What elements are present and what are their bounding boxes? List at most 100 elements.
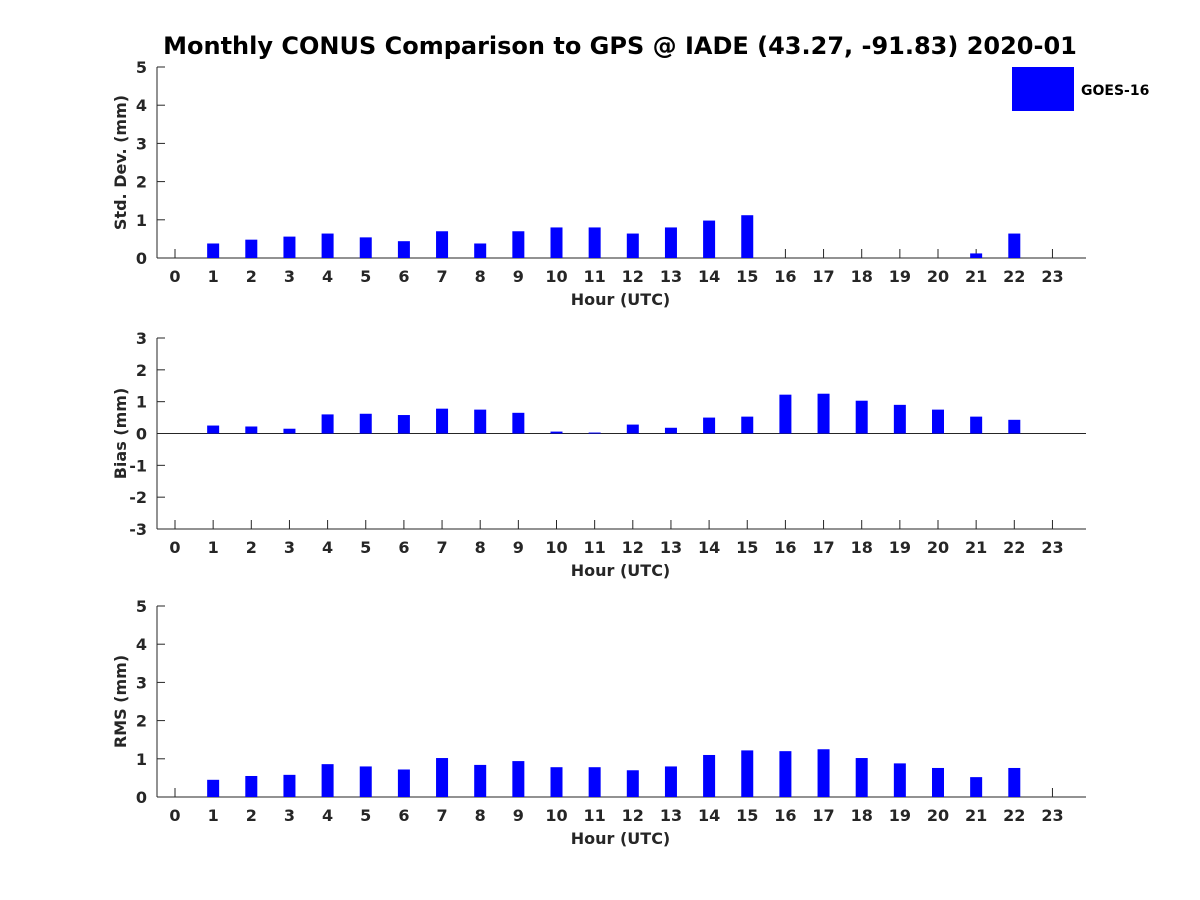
rms-y-tick-label: 2 [136, 712, 147, 731]
std-dev-x-tick-label: 3 [284, 267, 295, 286]
bias-x-tick-label: 11 [584, 538, 606, 557]
bias-x-tick-label: 9 [513, 538, 524, 557]
rms-bar-hour-9 [512, 761, 525, 797]
std-dev-x-tick-label: 8 [475, 267, 486, 286]
rms-bar-hour-15 [741, 750, 754, 797]
std-dev-y-tick-label: 4 [136, 96, 147, 115]
std-dev-x-tick-label: 19 [889, 267, 911, 286]
rms-bar-hour-14 [703, 754, 716, 797]
std-dev-y-axis-label: Std. Dev. (mm) [111, 95, 130, 230]
std-dev-bar-hour-5 [359, 237, 372, 258]
bias-x-tick-label: 4 [322, 538, 333, 557]
std-dev-bar-hour-12 [626, 233, 639, 258]
std-dev-x-tick-label: 13 [660, 267, 682, 286]
legend-swatch-goes-16 [1012, 67, 1074, 111]
std-dev-x-tick-label: 20 [927, 267, 949, 286]
std-dev-x-tick-label: 0 [169, 267, 180, 286]
bias-bar-hour-6 [397, 415, 410, 434]
std-dev-bar-hour-22 [1008, 233, 1021, 258]
std-dev-x-axis-label: Hour (UTC) [571, 290, 671, 309]
bias-x-tick-label: 20 [927, 538, 949, 557]
rms-x-tick-label: 1 [208, 806, 219, 825]
std-dev-x-tick-label: 6 [398, 267, 409, 286]
bias-x-tick-label: 2 [246, 538, 257, 557]
bias-x-tick-label: 10 [545, 538, 567, 557]
std-dev-bar-hour-10 [550, 227, 563, 258]
std-dev-y-tick-label: 0 [136, 249, 147, 268]
bias-bar-hour-1 [207, 425, 220, 434]
bias-bar-hour-7 [436, 408, 449, 434]
rms-bar-hour-4 [321, 764, 334, 797]
std-dev-x-tick-label: 9 [513, 267, 524, 286]
rms-x-tick-label: 12 [622, 806, 644, 825]
bias-bar-hour-16 [779, 394, 792, 434]
std-dev-bar-hour-15 [741, 215, 754, 258]
rms-x-tick-label: 4 [322, 806, 333, 825]
std-dev-bar-hour-1 [207, 243, 220, 258]
bias-y-tick-label: -1 [129, 456, 147, 475]
std-dev-x-tick-label: 23 [1041, 267, 1063, 286]
std-dev-y-tick-label: 3 [136, 134, 147, 153]
bias-bar-hour-14 [703, 417, 716, 434]
bias-x-axis-label: Hour (UTC) [571, 561, 671, 580]
rms-x-tick-label: 19 [889, 806, 911, 825]
rms-y-tick-label: 0 [136, 788, 147, 807]
std-dev-bar-hour-6 [397, 241, 410, 258]
std-dev-bar-hour-9 [512, 231, 525, 258]
bias-bar-hour-5 [359, 413, 372, 434]
std-dev-x-tick-label: 18 [851, 267, 873, 286]
bias-x-tick-label: 22 [1003, 538, 1025, 557]
bias-y-tick-label: -2 [129, 488, 147, 507]
rms-y-tick-label: 5 [136, 597, 147, 616]
rms-x-tick-label: 14 [698, 806, 720, 825]
rms-bar-hour-21 [970, 777, 983, 797]
bias-bar-hour-3 [283, 428, 296, 434]
rms-x-tick-label: 17 [812, 806, 834, 825]
bias-x-tick-label: 0 [169, 538, 180, 557]
rms-x-tick-label: 8 [475, 806, 486, 825]
std-dev-x-tick-label: 14 [698, 267, 720, 286]
bias-x-tick-label: 21 [965, 538, 987, 557]
rms-x-tick-label: 10 [545, 806, 567, 825]
rms-x-tick-label: 18 [851, 806, 873, 825]
bias-x-tick-label: 14 [698, 538, 720, 557]
std-dev-x-tick-label: 4 [322, 267, 333, 286]
bias-bar-hour-19 [893, 404, 906, 434]
rms-bar-hour-7 [436, 758, 449, 797]
rms-x-tick-label: 16 [774, 806, 796, 825]
std-dev-bar-hour-3 [283, 236, 296, 258]
rms-y-tick-label: 1 [136, 750, 147, 769]
rms-x-tick-label: 23 [1041, 806, 1063, 825]
rms-x-tick-label: 7 [436, 806, 447, 825]
bias-bar-hour-10 [550, 431, 563, 434]
std-dev-x-tick-label: 21 [965, 267, 987, 286]
std-dev-x-tick-label: 15 [736, 267, 758, 286]
rms-x-tick-label: 6 [398, 806, 409, 825]
bias-x-tick-label: 17 [812, 538, 834, 557]
std-dev-x-tick-label: 5 [360, 267, 371, 286]
rms-x-axis-label: Hour (UTC) [571, 829, 671, 848]
std-dev-bar-hour-14 [703, 220, 716, 258]
bias-y-tick-label: -3 [129, 520, 147, 539]
bias-y-tick-label: 3 [136, 329, 147, 348]
bias-x-tick-label: 8 [475, 538, 486, 557]
rms-y-axis-label: RMS (mm) [111, 655, 130, 748]
rms-x-tick-label: 20 [927, 806, 949, 825]
bias-bar-hour-22 [1008, 419, 1021, 434]
bias-bar-hour-20 [932, 409, 944, 434]
std-dev-bar-hour-21 [970, 253, 983, 258]
bias-x-tick-label: 5 [360, 538, 371, 557]
legend-label-goes-16: GOES-16 [1081, 83, 1149, 99]
bias-bar-hour-11 [588, 432, 601, 434]
rms-bar-hour-1 [207, 779, 220, 797]
bias-x-tick-label: 1 [208, 538, 219, 557]
bias-bar-hour-17 [817, 393, 830, 434]
rms-bar-hour-13 [664, 766, 677, 797]
bias-bar-hour-8 [474, 409, 487, 434]
rms-x-tick-label: 21 [965, 806, 987, 825]
std-dev-x-tick-label: 16 [774, 267, 796, 286]
bias-y-axis-label: Bias (mm) [111, 388, 130, 480]
